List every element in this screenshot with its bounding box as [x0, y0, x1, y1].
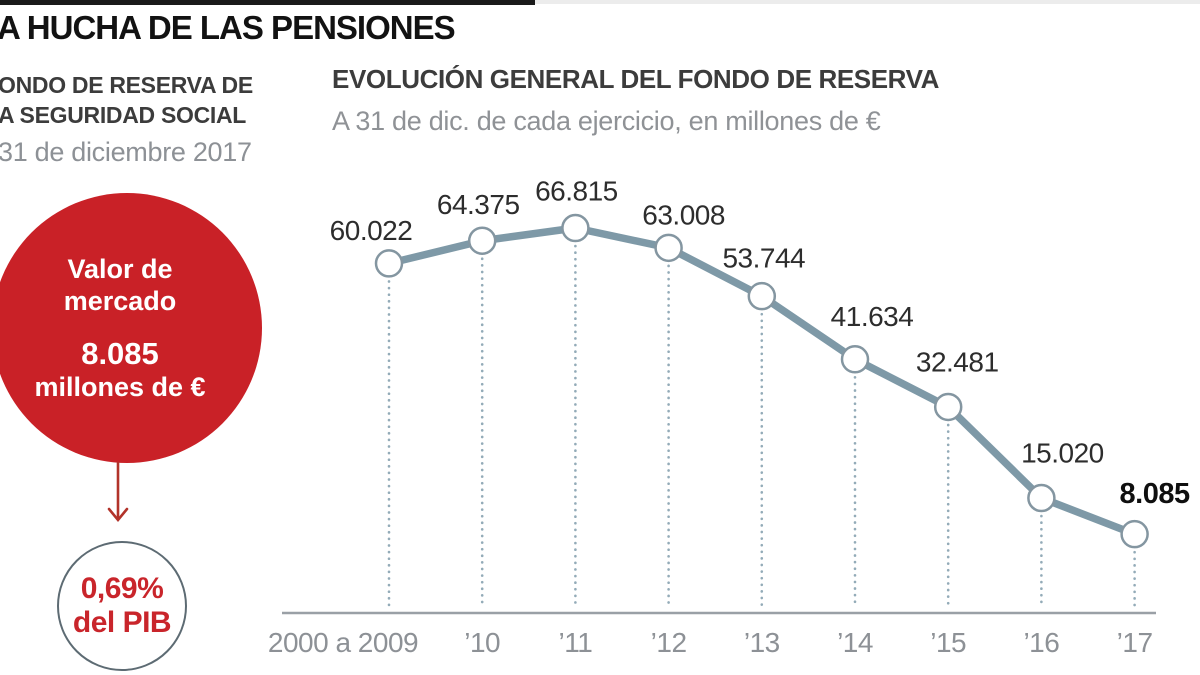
x-axis-tick-label: ’15	[930, 627, 966, 658]
top-rule-light	[535, 0, 1200, 4]
market-value-unit: millones de €	[34, 372, 206, 402]
data-point-label: 32.481	[916, 346, 999, 377]
x-axis-tick-label: ’11	[559, 627, 593, 658]
market-value-circle: Valor de mercado 8.085 millones de €	[0, 193, 262, 463]
top-rule-dark	[0, 0, 535, 5]
left-section-heading-line2: A SEGURIDAD SOCIAL	[0, 102, 247, 128]
data-point-marker	[467, 226, 497, 255]
x-axis-tick-label: ’12	[651, 627, 687, 658]
x-axis-tick-label: ’14	[837, 627, 873, 658]
pib-circle: 0,69% del PIB	[57, 541, 187, 671]
chart-title: EVOLUCIÓN GENERAL DEL FONDO DE RESERVA	[332, 64, 939, 94]
data-point-label: 8.085	[1120, 478, 1190, 510]
data-point-label: 41.634	[831, 301, 914, 332]
data-point-marker	[1120, 519, 1149, 549]
data-point-label: 60.022	[330, 215, 413, 246]
x-axis-tick-label: ’16	[1023, 627, 1059, 658]
data-point-marker	[747, 281, 777, 311]
pib-value: 0,69%	[80, 572, 164, 605]
data-point-marker	[654, 233, 683, 263]
left-section-heading: ONDO DE RESERVA DE A SEGURIDAD SOCIAL	[0, 70, 253, 130]
data-point-marker	[1027, 483, 1056, 513]
data-point-label: 66.815	[535, 176, 618, 207]
market-value-circle-text: Valor de mercado 8.085 millones de €	[34, 253, 205, 403]
x-axis-tick-label: ’10	[464, 627, 500, 658]
x-axis-tick-label: 2000 a 2009	[268, 627, 418, 658]
chart-subtitle: A 31 de dic. de cada ejercicio, en millo…	[332, 106, 881, 136]
pib-label: del PIB	[72, 606, 172, 639]
data-point-label: 64.375	[437, 189, 520, 220]
data-point-marker	[374, 249, 404, 278]
left-section-date: 31 de diciembre 2017	[0, 137, 252, 167]
page-title: A HUCHA DE LAS PENSIONES	[0, 9, 456, 46]
left-section-heading-line1: ONDO DE RESERVA DE	[0, 72, 253, 98]
x-axis-tick-label: ’17	[1117, 627, 1153, 658]
market-value-label-line1: Valor de	[67, 254, 173, 284]
market-value-amount: 8.085	[81, 336, 159, 371]
x-axis-tick-label: ’13	[744, 627, 780, 658]
market-value-label-line2: mercado	[63, 286, 177, 316]
data-point-label: 63.008	[642, 199, 725, 230]
data-point-label: 15.020	[1021, 438, 1104, 469]
data-point-label: 53.744	[722, 243, 805, 274]
data-point-marker	[561, 213, 590, 243]
arrow-down-icon	[107, 461, 129, 523]
data-point-marker	[840, 345, 870, 374]
data-point-marker	[933, 392, 963, 422]
